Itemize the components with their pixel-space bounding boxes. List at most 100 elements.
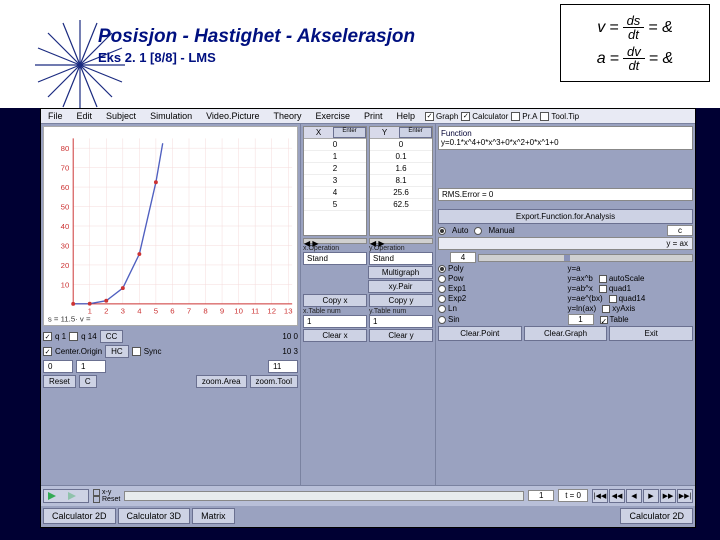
btn-rewind[interactable]: ◀◀	[609, 489, 625, 503]
play-toggle[interactable]	[43, 489, 89, 503]
radio-pow[interactable]	[438, 275, 446, 283]
menu-exercise[interactable]: Exercise	[308, 111, 357, 121]
radio-sin[interactable]	[438, 316, 446, 324]
menu-theory[interactable]: Theory	[266, 111, 308, 121]
check-xy[interactable]	[93, 489, 100, 496]
field-xtablenum[interactable]: 1	[303, 315, 367, 328]
svg-text:2: 2	[104, 307, 108, 316]
svg-text:4: 4	[137, 307, 142, 316]
svg-text:3: 3	[121, 307, 125, 316]
svg-text:13: 13	[284, 307, 293, 316]
field-max[interactable]: 11	[268, 360, 298, 373]
btn-clearx[interactable]: Clear x	[303, 329, 367, 342]
radio-exp2[interactable]	[438, 295, 446, 303]
svg-text:5: 5	[154, 307, 158, 316]
menu-file[interactable]: File	[41, 111, 70, 121]
btn-forward[interactable]: ▶▶	[660, 489, 676, 503]
field-degree[interactable]: 4	[450, 252, 476, 263]
progress-bar[interactable]	[124, 491, 524, 501]
check-calculator[interactable]: ✓Calculator	[461, 112, 508, 121]
field-step[interactable]: 1	[76, 360, 106, 373]
menu-edit[interactable]: Edit	[70, 111, 100, 121]
radio-ln[interactable]	[438, 305, 446, 313]
menu-videopicture[interactable]: Video.Picture	[199, 111, 266, 121]
radio-manual[interactable]	[474, 227, 482, 235]
y-table: YEnter 0 0.1 1.6 8.1 25.6 62.5	[369, 126, 433, 236]
check-q1[interactable]: ✓	[43, 332, 52, 341]
svg-text:40: 40	[61, 222, 70, 231]
btn-last[interactable]: ▶▶|	[677, 489, 693, 503]
svg-text:s = 11.5· v =: s = 11.5· v =	[48, 314, 91, 323]
btn-c[interactable]: C	[79, 375, 97, 388]
check-table[interactable]: ✓	[600, 316, 608, 324]
btn-clearpoint[interactable]: Clear.Point	[438, 326, 522, 341]
btn-stepback[interactable]: ◀	[626, 489, 642, 503]
btn-cleary[interactable]: Clear y	[369, 329, 433, 342]
svg-text:12: 12	[267, 307, 276, 316]
fit-eq-display: y = ax	[438, 237, 693, 250]
btn-enter-y[interactable]: Enter	[399, 127, 432, 138]
check-q14[interactable]	[69, 332, 78, 341]
radio-auto[interactable]	[438, 227, 446, 235]
check-pra[interactable]: Pr.A	[511, 112, 537, 121]
menu-subject[interactable]: Subject	[99, 111, 143, 121]
check-xyaxis[interactable]	[602, 305, 610, 313]
btn-copyx[interactable]: Copy x	[303, 294, 367, 307]
btn-zoomtool[interactable]: zoom.Tool	[250, 375, 298, 388]
check-reset-play[interactable]	[93, 496, 100, 503]
radio-exp1[interactable]	[438, 285, 446, 293]
degree-slider[interactable]	[478, 254, 693, 262]
field-c[interactable]: c	[667, 225, 693, 236]
menu-simulation[interactable]: Simulation	[143, 111, 199, 121]
field-ytablenum[interactable]: 1	[369, 315, 433, 328]
svg-text:20: 20	[61, 261, 70, 270]
menu-print[interactable]: Print	[357, 111, 390, 121]
btn-copyy[interactable]: Copy y	[369, 294, 433, 307]
radio-poly[interactable]	[438, 265, 446, 273]
tab-calc2d-right[interactable]: Calculator 2D	[620, 508, 693, 524]
check-graph[interactable]: ✓Graph	[425, 112, 458, 121]
btn-export-function[interactable]: Export.Function.for.Analysis	[438, 209, 693, 224]
check-autoscale[interactable]	[599, 275, 607, 283]
btn-reset-chart[interactable]: Reset	[43, 375, 76, 388]
tab-calc3d[interactable]: Calculator 3D	[118, 508, 191, 524]
field-min[interactable]: 0	[43, 360, 73, 373]
btn-stepfwd[interactable]: ▶	[643, 489, 659, 503]
tab-calc2d[interactable]: Calculator 2D	[43, 508, 116, 524]
menu-help[interactable]: Help	[390, 111, 423, 121]
formula-box: v = dsdt = & a = dvdt = &	[560, 4, 710, 82]
x-table: XEnter 0 1 2 3 4 5	[303, 126, 367, 236]
page-title: Posisjon - Hastighet - Akselerasjon	[98, 26, 415, 48]
check-centerorigin[interactable]: ✓	[43, 347, 52, 356]
check-quad1[interactable]	[599, 285, 607, 293]
tab-matrix[interactable]: Matrix	[192, 508, 235, 524]
btn-xypair[interactable]: xy.Pair	[368, 280, 433, 293]
y-scroll[interactable]: ◀ ▶	[369, 238, 433, 244]
page-subtitle: Eks 2. 1 [8/8] - LMS	[98, 50, 216, 65]
btn-enter-x[interactable]: Enter	[333, 127, 366, 138]
rms-display: RMS.Error = 0	[438, 188, 693, 201]
check-sync[interactable]	[132, 347, 141, 356]
progress-frame[interactable]: 1	[528, 490, 554, 501]
svg-text:60: 60	[61, 183, 70, 192]
btn-cc[interactable]: CC	[100, 330, 124, 343]
btn-hc[interactable]: HC	[105, 345, 129, 358]
chart-canvas[interactable]: 1020 3040 5060 7080 123 456 789 101112 1…	[43, 126, 298, 326]
x-scroll[interactable]: ◀ ▶	[303, 238, 367, 244]
field-period[interactable]: 1	[568, 314, 594, 325]
check-tooltip[interactable]: Tool.Tip	[540, 112, 579, 121]
function-display: Function y=0.1*x^4+0*x^3+0*x^2+0*x^1+0	[438, 126, 693, 150]
btn-cleargraph[interactable]: Clear.Graph	[524, 326, 608, 341]
dropdown-yop[interactable]: Stand	[369, 252, 433, 265]
btn-first[interactable]: |◀◀	[592, 489, 608, 503]
dropdown-xop[interactable]: Stand	[303, 252, 367, 265]
check-quad14[interactable]	[609, 295, 617, 303]
btn-multigraph[interactable]: Multigraph	[368, 266, 433, 279]
app-window: File Edit Subject Simulation Video.Pictu…	[40, 108, 696, 528]
btn-zoomarea[interactable]: zoom.Area	[196, 375, 247, 388]
time-display: t = 0	[558, 489, 588, 502]
btn-exit[interactable]: Exit	[609, 326, 693, 341]
svg-text:10: 10	[234, 307, 243, 316]
svg-text:11: 11	[251, 307, 259, 316]
svg-text:7: 7	[187, 307, 191, 316]
